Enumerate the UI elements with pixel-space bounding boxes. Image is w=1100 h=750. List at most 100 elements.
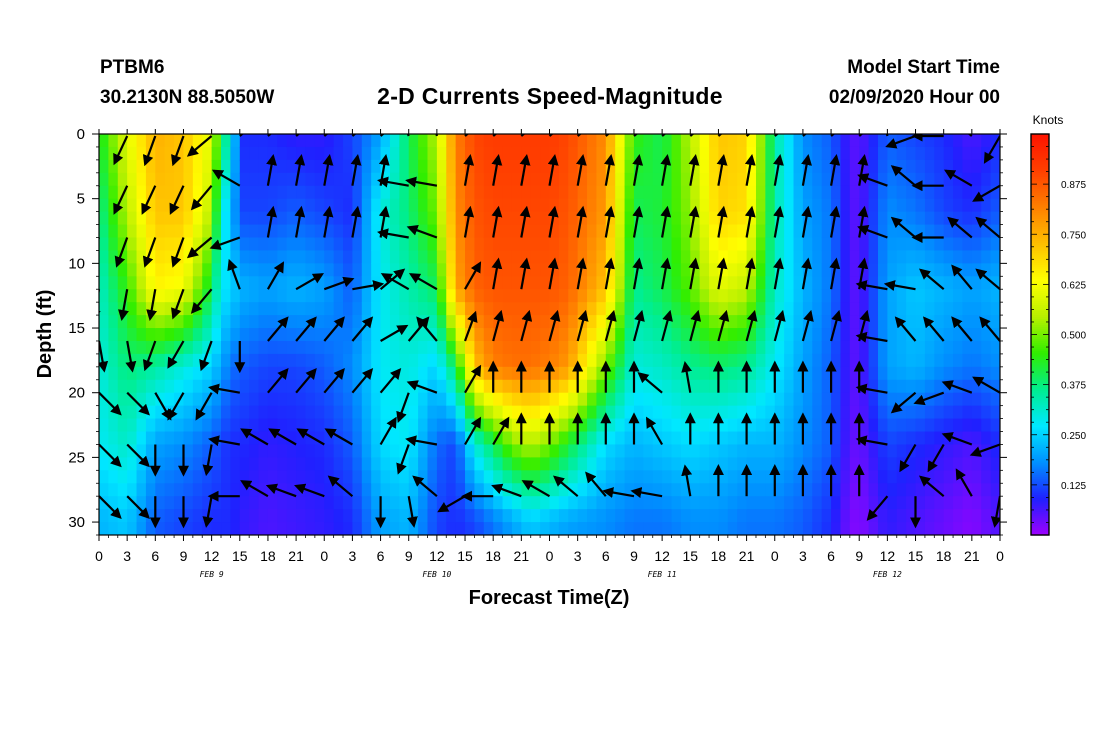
- heat-cell: [662, 340, 673, 355]
- heat-cell: [784, 457, 795, 471]
- heat-cell: [211, 366, 222, 381]
- colorbar-swatch: [1031, 384, 1049, 388]
- heat-cell: [671, 250, 682, 264]
- heat-cell: [924, 211, 935, 226]
- heat-cell: [755, 146, 766, 161]
- heat-cell: [221, 405, 231, 420]
- heat-cell: [389, 405, 400, 420]
- heat-cell: [352, 405, 363, 420]
- heat-cell: [530, 185, 541, 200]
- heat-cell: [183, 224, 194, 239]
- heat-cell: [371, 328, 382, 342]
- heat-cell: [633, 302, 644, 316]
- heat-cell: [455, 237, 466, 252]
- heat-cell: [784, 315, 795, 329]
- heat-cell: [831, 353, 842, 368]
- heat-cell: [155, 522, 166, 535]
- heat-cell: [511, 457, 522, 471]
- heat-cell: [474, 444, 485, 458]
- heat-cell: [596, 444, 607, 458]
- heat-cell: [521, 146, 532, 161]
- heat-cell: [249, 353, 260, 368]
- heat-cell: [211, 379, 222, 394]
- heat-cell: [521, 366, 532, 381]
- current-vector: [491, 483, 522, 498]
- heat-cell: [699, 289, 710, 303]
- heat-cell: [990, 392, 1000, 407]
- heat-cell: [784, 483, 795, 497]
- heat-cell: [887, 340, 898, 355]
- heat-cell: [643, 289, 654, 303]
- heat-cell: [709, 444, 720, 458]
- heat-cell: [662, 522, 673, 535]
- heat-cell: [521, 198, 532, 213]
- heat-cell: [859, 457, 870, 471]
- heat-cell: [155, 444, 166, 458]
- heat-cell: [953, 185, 964, 200]
- heat-cell: [934, 457, 945, 471]
- heat-cell: [802, 470, 813, 484]
- heat-cell: [455, 444, 466, 458]
- heat-cell: [831, 211, 842, 226]
- heat-cell: [343, 366, 354, 381]
- heat-cell: [615, 496, 626, 510]
- heat-cell: [333, 172, 344, 187]
- heat-cell: [718, 289, 729, 303]
- heat-cell: [230, 431, 241, 446]
- heat-cell: [859, 418, 870, 433]
- heat-cell: [605, 302, 616, 316]
- heat-cell: [821, 431, 832, 446]
- heat-cell: [305, 353, 316, 368]
- current-vector: [717, 309, 730, 342]
- heat-cell: [117, 418, 128, 433]
- heat-cell: [436, 522, 447, 535]
- heat-cell: [164, 211, 175, 226]
- heat-cell: [352, 457, 363, 471]
- heat-cell: [877, 302, 888, 316]
- heat-cell: [662, 250, 673, 264]
- heat-cell: [887, 250, 898, 264]
- heat-cell: [352, 315, 363, 329]
- heat-cell: [474, 289, 485, 303]
- heat-cell: [709, 250, 720, 264]
- heat-cell: [333, 224, 344, 239]
- heat-cell: [136, 172, 147, 187]
- heat-cell: [746, 366, 757, 381]
- heat-cell: [521, 302, 532, 316]
- heat-cell: [436, 470, 447, 484]
- heat-cell: [953, 509, 964, 523]
- heat-cell: [249, 418, 260, 433]
- current-vector: [660, 257, 672, 290]
- heat-cell: [530, 276, 541, 290]
- heat-cell: [943, 211, 954, 226]
- heat-cell: [361, 224, 372, 239]
- heat-cell: [549, 302, 560, 316]
- heat-cell: [455, 522, 466, 535]
- heat-cell: [521, 457, 532, 471]
- current-vector: [463, 205, 475, 238]
- heat-cell: [427, 250, 438, 264]
- heat-cell: [633, 211, 644, 226]
- colorbar-swatch: [1031, 342, 1049, 346]
- heat-cell: [164, 315, 175, 329]
- heat-cell: [99, 366, 109, 381]
- heat-cell: [887, 496, 898, 510]
- heat-cell: [277, 224, 288, 239]
- current-vector: [951, 316, 973, 342]
- heat-cell: [652, 263, 663, 277]
- heat-cell: [802, 496, 813, 510]
- heat-cell: [221, 289, 231, 303]
- heat-cell: [690, 224, 701, 239]
- heat-cell: [643, 172, 654, 187]
- colorbar-swatch: [1031, 464, 1049, 468]
- heat-cell: [183, 134, 194, 148]
- current-vector: [716, 257, 728, 290]
- current-vector: [294, 205, 306, 238]
- heat-cell: [361, 340, 372, 355]
- heat-cell: [540, 198, 551, 213]
- current-vectors: [99, 134, 1000, 529]
- heat-cell: [568, 263, 579, 277]
- heat-cell: [305, 392, 316, 407]
- heat-cell: [314, 366, 325, 381]
- heat-cell: [802, 379, 813, 394]
